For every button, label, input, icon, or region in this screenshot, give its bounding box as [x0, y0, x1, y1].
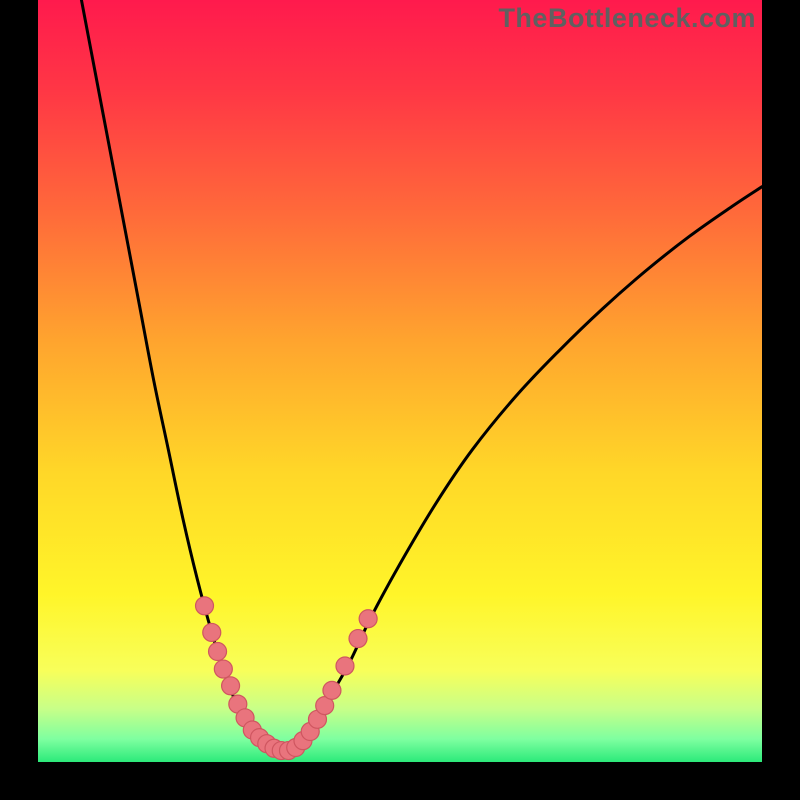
- border-bottom: [0, 762, 800, 800]
- marker-dot: [336, 657, 354, 675]
- marker-dot: [222, 677, 240, 695]
- watermark-text: TheBottleneck.com: [498, 3, 756, 34]
- marker-dot: [209, 643, 227, 661]
- plot-svg: [38, 0, 762, 762]
- marker-group: [196, 597, 378, 760]
- curve-right: [284, 187, 762, 752]
- plot-area: [38, 0, 762, 762]
- figure-root: TheBottleneck.com: [0, 0, 800, 800]
- marker-dot: [196, 597, 214, 615]
- curve-left: [81, 0, 284, 751]
- marker-dot: [349, 630, 367, 648]
- border-left: [0, 0, 38, 800]
- marker-dot: [203, 623, 221, 641]
- marker-dot: [214, 660, 232, 678]
- marker-dot: [359, 610, 377, 628]
- marker-dot: [323, 681, 341, 699]
- border-right: [762, 0, 800, 800]
